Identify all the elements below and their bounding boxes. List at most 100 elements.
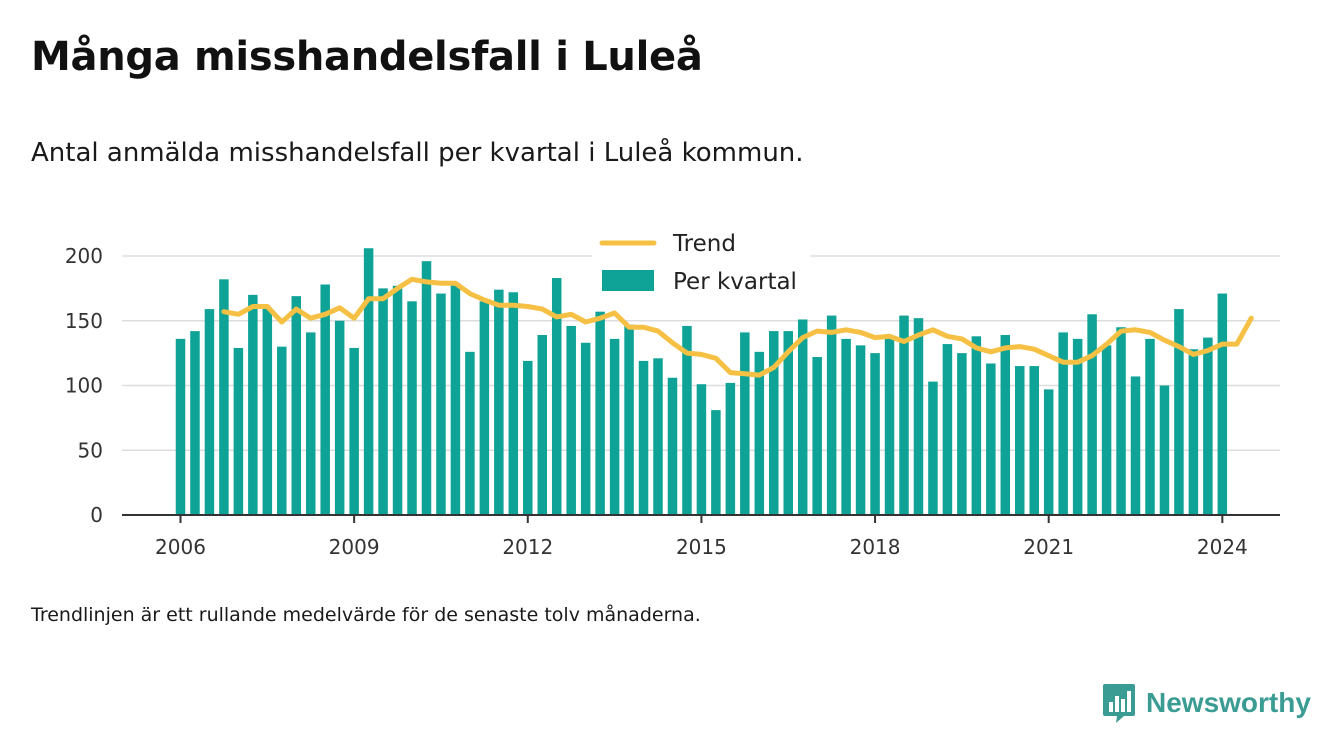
- bar: [494, 289, 504, 515]
- chart: 2006 2009 2012 2015 2018 2021 2024 0 50 100 150 20…: [64, 226, 1280, 559]
- bar: [986, 363, 996, 515]
- x-tick-label: 2024: [1197, 535, 1248, 559]
- bar: [870, 353, 880, 515]
- bar: [320, 284, 330, 515]
- bar: [740, 332, 750, 515]
- bar: [609, 338, 620, 515]
- trend-line: [221, 276, 1254, 378]
- bar: [1217, 293, 1228, 515]
- bar: [392, 285, 403, 515]
- x-tick-label: 2015: [676, 535, 727, 559]
- legend-bar-swatch: [602, 270, 654, 291]
- y-axis-ticks: 0 50 100 150 200: [65, 244, 103, 527]
- chart-title: Många misshandelsfall i Luleå: [31, 34, 703, 80]
- bar: [826, 315, 837, 515]
- x-axis-ticks: 2006 2009 2012 2015 2018 2021 2024: [155, 515, 1248, 559]
- bar: [436, 293, 446, 515]
- bar: [421, 261, 432, 515]
- y-tick-label: 150: [65, 309, 103, 333]
- bar: [884, 337, 895, 515]
- bar: [248, 294, 258, 515]
- x-tick-label: 2018: [850, 535, 901, 559]
- bar: [942, 344, 953, 515]
- bar: [334, 320, 345, 515]
- bar: [537, 334, 547, 515]
- y-tick-label: 50: [78, 438, 103, 462]
- bar: [1043, 389, 1054, 515]
- bar: [465, 351, 475, 515]
- bar: [523, 360, 533, 515]
- chart-subtitle: Antal anmälda misshandelsfall per kvarta…: [31, 138, 804, 168]
- brand-name: Newsworthy: [1146, 687, 1311, 718]
- bar: [1188, 349, 1199, 515]
- bar: [580, 342, 591, 515]
- footnote: Trendlinjen är ett rullande medelvärde f…: [31, 604, 701, 626]
- bar: [1072, 338, 1083, 515]
- bar: [1130, 376, 1141, 515]
- bar: [696, 384, 707, 515]
- bar: [262, 307, 273, 515]
- x-tick-label: 2012: [502, 535, 553, 559]
- x-tick-label: 2006: [155, 535, 206, 559]
- bar: [479, 301, 490, 515]
- bar: [725, 382, 736, 515]
- bar: [783, 331, 793, 515]
- bar: [653, 358, 663, 515]
- bar: [1000, 334, 1011, 515]
- bar: [1015, 366, 1025, 515]
- brand-logo: Newsworthy: [1102, 682, 1311, 724]
- bar: [305, 332, 316, 515]
- newsworthy-logo-icon: [1103, 684, 1135, 723]
- bar: [855, 345, 866, 515]
- bar: [1116, 327, 1126, 515]
- x-tick-label: 2009: [329, 535, 380, 559]
- bar: [363, 248, 374, 516]
- bar: [899, 315, 909, 515]
- bar: [797, 319, 808, 515]
- bar: [1174, 309, 1184, 515]
- bar: [769, 331, 779, 515]
- bar: [1101, 345, 1112, 515]
- bar: [566, 325, 576, 515]
- bar: [1145, 338, 1155, 515]
- bar: [711, 410, 721, 515]
- bar: [450, 283, 461, 515]
- bar-series: [175, 248, 1228, 516]
- bar: [754, 351, 765, 515]
- bar: [913, 318, 924, 515]
- bar: [551, 278, 562, 515]
- bar: [624, 324, 634, 515]
- bar: [349, 347, 359, 515]
- bar: [1029, 366, 1039, 515]
- bar: [175, 338, 186, 515]
- legend: Trend Per kvartal: [592, 226, 810, 302]
- bar: [291, 296, 302, 515]
- bar: [508, 292, 519, 515]
- bar: [190, 331, 200, 515]
- x-tick-label: 2021: [1023, 535, 1074, 559]
- bar: [277, 346, 287, 515]
- y-tick-label: 200: [65, 244, 103, 268]
- bar: [1159, 385, 1170, 515]
- bar: [1203, 337, 1213, 515]
- bar: [407, 301, 417, 515]
- legend-trend-label: Trend: [672, 231, 736, 257]
- bar: [1058, 332, 1068, 515]
- y-tick-label: 100: [65, 374, 103, 398]
- y-tick-label: 0: [90, 503, 103, 527]
- bar: [219, 279, 229, 515]
- bar: [667, 377, 678, 515]
- bar: [971, 336, 982, 515]
- bar: [233, 347, 244, 515]
- bar: [595, 311, 605, 515]
- bar: [928, 381, 938, 515]
- bar: [812, 357, 822, 515]
- bar: [957, 353, 967, 515]
- legend-bar-label: Per kvartal: [673, 269, 797, 295]
- bar: [638, 360, 649, 515]
- bar: [1087, 314, 1097, 515]
- bar: [378, 288, 388, 515]
- bar: [841, 338, 851, 515]
- bar: [682, 325, 692, 515]
- bar: [204, 309, 215, 515]
